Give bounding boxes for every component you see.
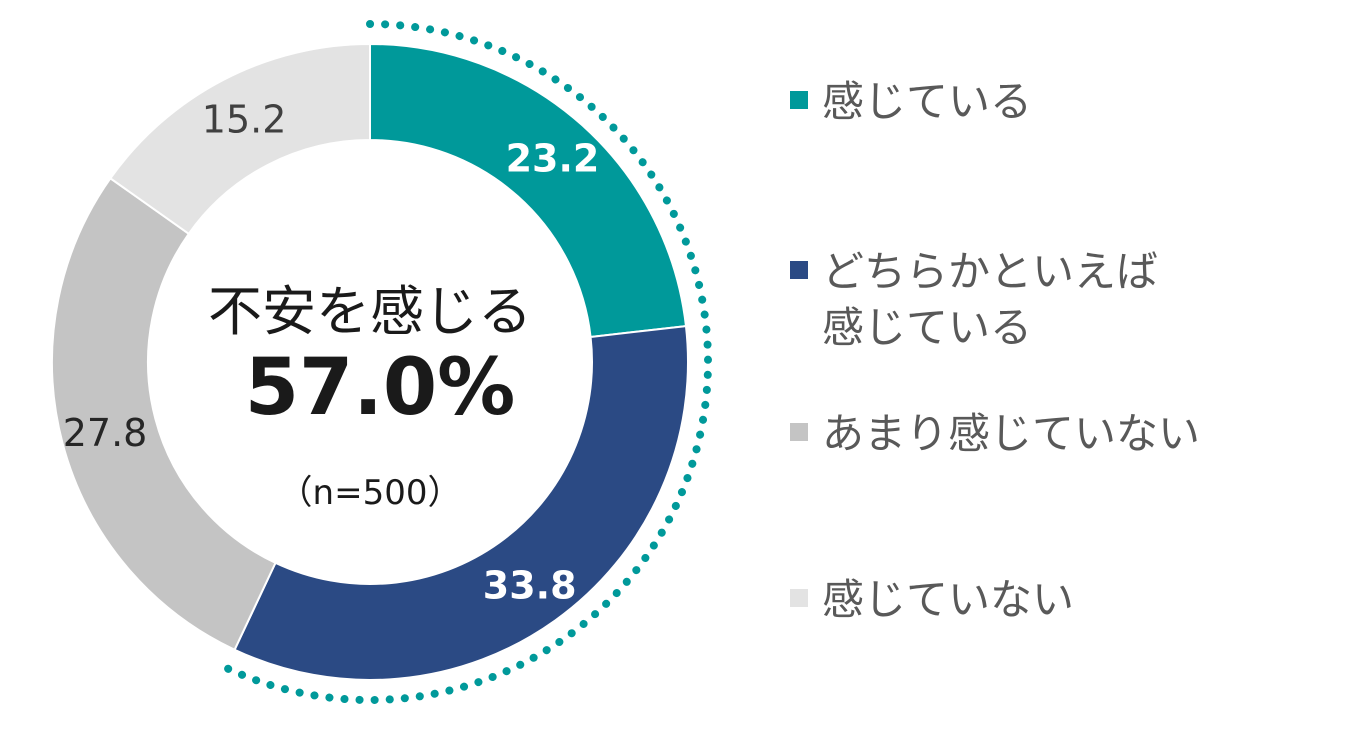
center-sample-size: （n=500） — [279, 473, 462, 513]
donut-slices — [51, 42, 689, 681]
legend-label-kanjiteiru: 感じている — [822, 77, 1033, 126]
value-label-amari: 27.8 — [63, 411, 148, 455]
highlight-arc — [222, 20, 712, 704]
legend-item-amari: あまり感じていない — [790, 406, 1200, 462]
value-label-dochiraka: 33.8 — [483, 564, 577, 608]
legend-item-dochiraka: どちらかといえば 感じている — [790, 244, 1158, 356]
slice-amari — [51, 176, 277, 652]
legend-swatch-kanjiteiru — [790, 91, 808, 109]
value-label-kanjiteiru: 23.2 — [506, 137, 600, 181]
legend-label-dochiraka: どちらかといえば 感じている — [822, 247, 1159, 352]
slice-kanjiteinai — [109, 42, 371, 236]
highlight-dotted-arc — [222, 20, 712, 704]
legend-label-kanjiteinai: 感じていない — [822, 575, 1075, 624]
legend-swatch-kanjiteinai — [790, 589, 808, 607]
legend-label-amari: あまり感じていない — [822, 409, 1201, 458]
donut-chart: 23.2 33.8 27.8 15.2 不安を感じる 57.0% （n=500） — [51, 20, 712, 704]
legend: 感じている どちらかといえば 感じている あまり感じていない 感じていない — [790, 0, 1330, 744]
slice-value-labels: 23.2 33.8 27.8 15.2 — [63, 98, 600, 608]
legend-swatch-amari — [790, 423, 808, 441]
center-value: 57.0% — [245, 343, 516, 433]
slice-kanjiteiru — [369, 42, 688, 339]
slice-dochiraka — [233, 325, 689, 681]
legend-swatch-dochiraka — [790, 261, 808, 279]
legend-item-kanjiteinai: 感じていない — [790, 572, 1074, 628]
donut-chart-area: 23.2 33.8 27.8 15.2 不安を感じる 57.0% （n=500） — [51, 20, 712, 704]
center-title: 不安を感じる — [208, 280, 532, 343]
value-label-kanjiteinai: 15.2 — [202, 98, 287, 142]
legend-item-kanjiteiru: 感じている — [790, 74, 1032, 130]
